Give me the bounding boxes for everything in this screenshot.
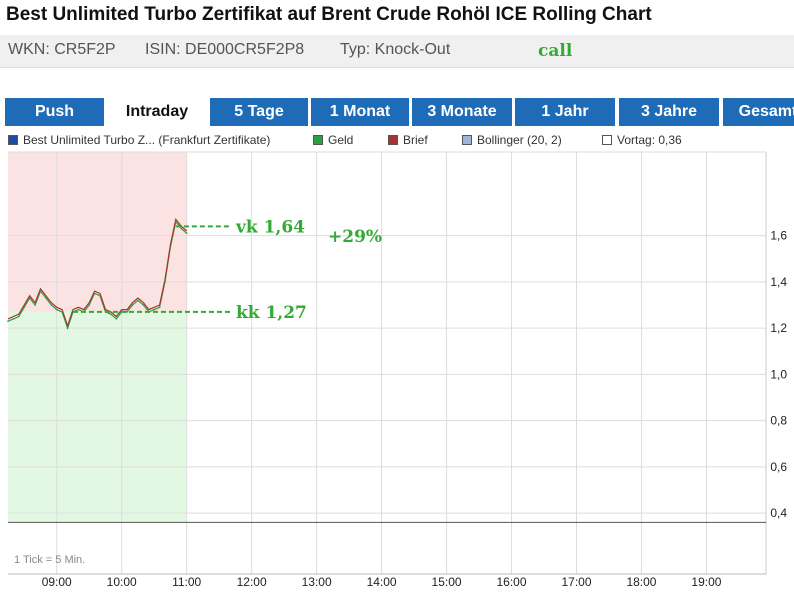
y-tick-label: 0,6	[770, 460, 787, 474]
geld-point	[137, 299, 139, 302]
legend-label-bollinger: Bollinger (20, 2)	[477, 133, 562, 147]
geld-point	[23, 306, 26, 309]
geld-point	[169, 246, 172, 248]
geld-point	[45, 297, 47, 299]
legend-item-bollinger[interactable]: Bollinger (20, 2)	[462, 133, 562, 147]
y-tick-label: 0,8	[770, 414, 787, 428]
x-tick-label: 11:00	[172, 575, 201, 589]
x-axis-ticks: 09:00 10:00 11:00 12:00 13:00 14:00 15:00 16:00…	[42, 575, 722, 589]
legend-item-price[interactable]: Best Unlimited Turbo Z... (Frankfurt Zer…	[8, 133, 270, 147]
x-tick-label: 15:00	[432, 575, 462, 589]
legend-swatch-price	[8, 135, 18, 145]
geld-point	[39, 290, 42, 292]
tab-3-monate[interactable]: 3 Monate	[412, 98, 512, 126]
y-tick-label: 1,6	[770, 229, 787, 243]
tab-intraday[interactable]: Intraday	[106, 98, 208, 126]
geld-point	[18, 315, 20, 318]
geld-point	[7, 320, 9, 322]
geld-point	[153, 308, 155, 311]
x-tick-label: 16:00	[497, 575, 527, 589]
x-tick-label: 12:00	[237, 575, 267, 589]
geld-point	[34, 304, 36, 306]
geld-point	[93, 292, 96, 295]
info-bar: WKN: CR5F2P ISIN: DE000CR5F2P8 Typ: Knoc…	[0, 35, 794, 68]
geld-line	[7, 220, 188, 330]
tab-1-monat[interactable]: 1 Monat	[311, 98, 409, 126]
geld-point	[110, 313, 112, 316]
geld-point	[126, 311, 128, 313]
x-tick-label: 14:00	[367, 575, 397, 589]
geld-point	[142, 304, 145, 306]
y-tick-label: 1,4	[770, 275, 787, 289]
page-title: Best Unlimited Turbo Zertifikat auf Bren…	[6, 4, 652, 25]
tick-interval-note: 1 Tick = 5 Min.	[14, 554, 85, 566]
tab-push[interactable]: Push	[5, 98, 104, 126]
legend-label-brief: Brief	[403, 133, 428, 147]
geld-point	[12, 318, 15, 320]
tab-gesamt[interactable]: Gesamt	[723, 98, 794, 126]
legend-label-geld: Geld	[328, 133, 354, 147]
geld-point	[158, 306, 161, 309]
x-tick-label: 10:00	[107, 575, 137, 589]
geld-point	[55, 308, 58, 311]
legend-item-geld[interactable]: Geld	[313, 133, 353, 147]
geld-point	[185, 232, 188, 235]
pre-entry-region	[8, 152, 187, 312]
y-axis-ticks: 0,4 0,6 0,8 1,0 1,2 1,4 1,6	[770, 229, 787, 521]
legend-label-price: Best Unlimited Turbo Z... (Frankfurt Zer…	[23, 133, 271, 147]
x-tick-label: 19:00	[691, 575, 721, 589]
x-tick-label: 13:00	[302, 575, 332, 589]
y-tick-label: 0,4	[770, 506, 787, 520]
wkn-label: WKN: CR5F2P	[8, 41, 116, 58]
legend-item-brief[interactable]: Brief	[388, 133, 428, 147]
gain-annotation: +29%	[328, 227, 382, 247]
tab-1-jahr[interactable]: 1 Jahr	[515, 98, 615, 126]
legend-swatch-geld	[313, 135, 323, 145]
kk-annotation: kk 1,27	[236, 303, 307, 323]
geld-point	[180, 227, 183, 230]
brief-line	[7, 218, 188, 328]
tab-3-jahre[interactable]: 3 Jahre	[619, 98, 719, 126]
legend-swatch-bollinger	[462, 135, 472, 145]
tab-5-tage[interactable]: 5 Tage	[210, 98, 308, 126]
legend-swatch-vortag	[602, 135, 612, 145]
isin-label: ISIN: DE000CR5F2P8	[145, 41, 305, 58]
legend-item-vortag[interactable]: Vortag: 0,36	[602, 133, 682, 147]
legend-swatch-brief	[388, 135, 398, 145]
timeframe-tabs: Push Intraday 5 Tage 1 Monat 3 Monate 1 …	[0, 98, 794, 126]
post-entry-region	[8, 311, 187, 523]
geld-point	[66, 327, 69, 329]
geld-point	[164, 281, 166, 283]
geld-point	[99, 294, 101, 297]
chart-grid	[8, 152, 767, 574]
geld-point	[88, 304, 91, 306]
chart-legend: Best Unlimited Turbo Z... (Frankfurt Zer…	[0, 133, 794, 151]
call-badge: call	[538, 41, 573, 61]
geld-point	[50, 304, 53, 306]
x-tick-label: 18:00	[626, 575, 656, 589]
x-tick-label: 09:00	[42, 575, 72, 589]
geld-point	[61, 311, 63, 313]
y-tick-label: 1,2	[770, 321, 787, 335]
geld-point	[115, 318, 118, 320]
type-label: Typ: Knock-Out	[340, 41, 451, 58]
x-tick-label: 17:00	[561, 575, 591, 589]
legend-label-vortag: Vortag: 0,36	[617, 133, 682, 147]
geld-point	[28, 297, 31, 299]
y-tick-label: 1,0	[770, 367, 787, 381]
geld-point	[175, 220, 177, 223]
price-series	[7, 218, 188, 330]
geld-point	[131, 304, 134, 306]
vk-annotation: vk 1,64	[235, 217, 305, 237]
geld-point	[77, 308, 80, 311]
